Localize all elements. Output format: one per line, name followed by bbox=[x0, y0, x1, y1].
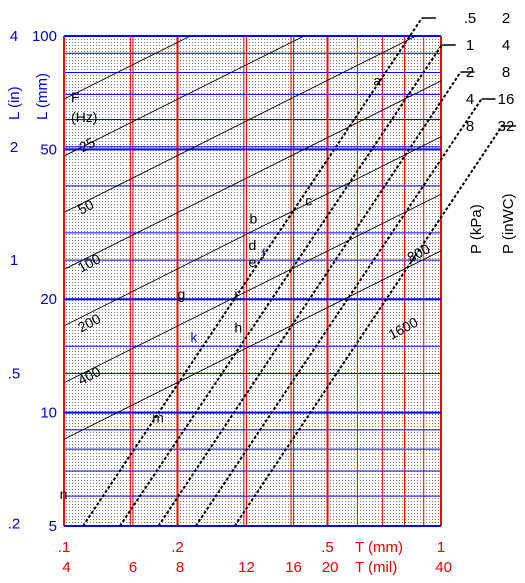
y-mm-tick-label: 10 bbox=[40, 405, 57, 422]
y-in-tick-label: 2 bbox=[10, 139, 18, 156]
pressure-inwc-label: 8 bbox=[502, 64, 510, 81]
minor-grid bbox=[64, 36, 441, 526]
pressure-line-8 bbox=[233, 125, 503, 527]
y-in-tick-label: .2 bbox=[8, 515, 21, 532]
point-label-d: d bbox=[248, 237, 256, 253]
pressure-axis-inwc-label: P (inWC) bbox=[500, 193, 517, 254]
point-label-k: k bbox=[190, 329, 198, 345]
x-mil-tick-label: 40 bbox=[435, 559, 452, 576]
x-mil-tick-label: 4 bbox=[62, 559, 70, 576]
point-label-a: a bbox=[373, 72, 381, 88]
point-label-f: f bbox=[261, 245, 265, 261]
major-grid bbox=[63, 35, 442, 527]
pressure-inwc-label: 2 bbox=[502, 10, 510, 27]
y-in-tick-label: 1 bbox=[10, 252, 18, 269]
pressure-kpa-label: 1 bbox=[466, 37, 474, 54]
point-label-m: m bbox=[152, 409, 164, 425]
x-mm-tick-label: 1 bbox=[437, 539, 445, 556]
y-mm-tick-label: 50 bbox=[40, 141, 57, 158]
y-in-tick-label: 4 bbox=[10, 28, 18, 45]
point-markers: a b c def g i h k m n bbox=[60, 72, 382, 501]
pressure-kpa-label: 8 bbox=[466, 118, 474, 135]
frequency-line-1600 bbox=[64, 250, 441, 440]
x-mil-tick-label: 16 bbox=[285, 559, 302, 576]
x-mil-tick-label: 8 bbox=[176, 559, 184, 576]
pressure-inwc-label: 16 bbox=[498, 91, 515, 108]
y-tick-labels: 100 50 20 10 5 4 2 1 .5 .2 bbox=[8, 28, 57, 535]
x-axis-mil-label: T (mil) bbox=[355, 559, 397, 576]
pressure-inwc-label: 4 bbox=[502, 37, 510, 54]
pressure-kpa-label: .5 bbox=[464, 10, 477, 27]
x-axis-mm-label: T (mm) bbox=[355, 539, 403, 556]
point-label-e: e bbox=[248, 254, 256, 270]
frequency-line-200 bbox=[64, 80, 441, 270]
point-label-b: b bbox=[249, 211, 257, 227]
x-mm-tick-label: .2 bbox=[171, 539, 184, 556]
y-axis-in-label: L (in) bbox=[6, 86, 23, 120]
pressure-line-4 bbox=[194, 98, 483, 527]
pressure-lines bbox=[82, 17, 517, 527]
x-mil-tick-label: 20 bbox=[322, 559, 339, 576]
point-label-i: i bbox=[234, 286, 237, 302]
frequency-line-400 bbox=[64, 136, 441, 327]
frequency-axis-label-f: F bbox=[71, 89, 80, 105]
pressure-kpa-label: 4 bbox=[466, 91, 474, 108]
x-mil-tick-label: 6 bbox=[129, 559, 137, 576]
y-mm-tick-label: 100 bbox=[32, 28, 57, 45]
frequency-line-25 bbox=[64, 36, 192, 100]
y-in-tick-label: .5 bbox=[8, 366, 21, 383]
frequency-label-25: 25 bbox=[76, 134, 97, 156]
x-mm-tick-label: .5 bbox=[321, 539, 334, 556]
frequency-line-50 bbox=[64, 36, 306, 157]
point-label-c: c bbox=[305, 193, 312, 209]
point-label-h: h bbox=[234, 319, 242, 335]
y-mm-tick-label: 20 bbox=[40, 291, 57, 308]
frequency-lines bbox=[64, 36, 441, 440]
pressure-line-.5 bbox=[82, 17, 423, 527]
frequency-label-50: 50 bbox=[75, 196, 96, 218]
pressure-labels: .5 2 1 4 2 8 4 16 8 32 bbox=[464, 10, 515, 135]
x-mil-tick-label: 12 bbox=[238, 559, 255, 576]
x-mm-tick-label: .1 bbox=[58, 539, 71, 556]
point-label-n: n bbox=[60, 486, 68, 502]
frequency-axis-label-hz: (Hz) bbox=[71, 109, 97, 125]
y-axis-mm-label: L (mm) bbox=[34, 73, 51, 120]
x-tick-labels: .1 .2 .5 1 4 6 8 12 16 20 40 bbox=[58, 539, 452, 576]
y-mm-tick-label: 5 bbox=[49, 518, 57, 535]
point-label-g: g bbox=[177, 286, 185, 302]
pressure-axis-kpa-label: P (kPa) bbox=[468, 204, 485, 254]
pressure-line-2 bbox=[157, 71, 462, 527]
frequency-line-800 bbox=[64, 193, 441, 384]
pressure-inwc-label: 32 bbox=[498, 118, 515, 135]
frequency-line-100 bbox=[64, 36, 417, 213]
pressure-kpa-label: 2 bbox=[466, 64, 474, 81]
pressure-line-1 bbox=[119, 44, 443, 527]
